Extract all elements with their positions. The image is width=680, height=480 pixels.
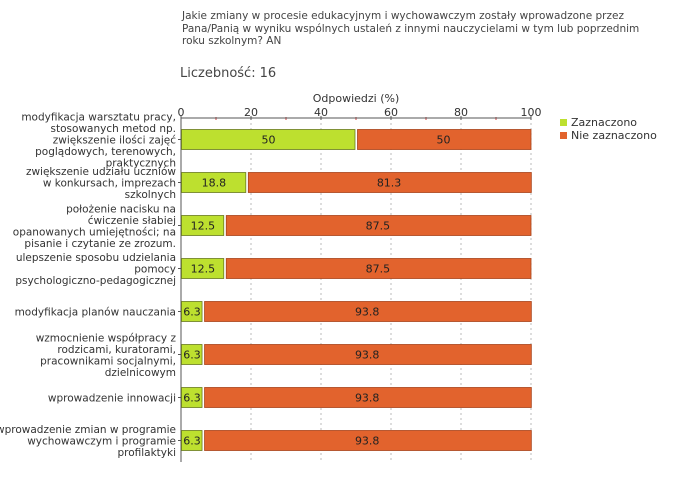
category-label-line: pisanie i czytanie ze zrozum.	[24, 238, 176, 250]
x-tick-label: 100	[521, 106, 542, 119]
category-label: modyfikacja planów nauczania	[15, 307, 176, 319]
category-label-line: dzielnicowym	[105, 367, 176, 379]
category-label-line: wprowadzenie zmian w programie	[0, 424, 176, 436]
category-label: wzmocnienie współpracy z rodzicami, kurat…	[36, 332, 177, 379]
category-label-line: wzmocnienie współpracy z	[36, 332, 177, 344]
data-label-selected: 12.5	[191, 263, 216, 276]
category-label-line: modyfikacja warsztatu pracy,	[21, 112, 176, 124]
bar-not-selected	[204, 387, 532, 408]
bar-selected	[181, 129, 356, 150]
sample-size: Liczebność: 16	[180, 66, 276, 81]
category-label: położenie nacisku na ćwiczenie słabiej opa…	[13, 203, 176, 250]
legend-swatch-not-selected	[560, 132, 567, 139]
legend-item-selected: Zaznaczono	[560, 116, 637, 129]
count-value: 16	[259, 66, 277, 81]
bar-selected	[181, 301, 203, 322]
category-label-line: poglądowych, terenowych,	[35, 146, 176, 158]
bar-not-selected	[204, 301, 532, 322]
x-tick-label: 20	[244, 106, 258, 119]
x-tick-label: 80	[454, 106, 468, 119]
bar-not-selected	[204, 430, 532, 451]
category-label-line: położenie nacisku na	[66, 203, 176, 215]
data-label-selected: 12.5	[191, 220, 216, 233]
category-label: ulepszenie sposobu udzielania pomocy psych…	[15, 252, 176, 287]
data-label-selected: 6.3	[183, 435, 201, 448]
bar-not-selected	[225, 258, 532, 279]
category-label-line: zwiększenie udziału uczniów	[26, 166, 176, 178]
data-label-selected: 50	[262, 134, 276, 147]
category-label-line: wprowadzenie innowacji	[48, 393, 176, 405]
data-label-selected: 18.8	[202, 177, 227, 190]
data-label-not-selected: 81.3	[377, 177, 402, 190]
data-label-not-selected: 93.8	[355, 435, 380, 448]
bar-selected	[181, 258, 225, 279]
bar-selected	[181, 215, 225, 236]
x-tick-label: 60	[384, 106, 398, 119]
category-label-line: praktycznych	[106, 158, 176, 170]
category-label-line: ulepszenie sposobu udzielania	[16, 252, 176, 264]
count-label: Liczebność:	[180, 66, 256, 81]
bar-selected	[181, 430, 203, 451]
question-text: Jakie zmiany w procesie edukacyjnym i wy…	[182, 10, 640, 47]
category-label-line: w konkursach, imprezach	[43, 178, 176, 190]
data-label-not-selected: 93.8	[355, 306, 380, 319]
category-label: wprowadzenie innowacji	[48, 393, 176, 405]
legend-label-not-selected: Nie zaznaczono	[571, 129, 657, 142]
category-label-line: pomocy	[134, 264, 176, 276]
data-label-selected: 6.3	[183, 306, 201, 319]
data-label-selected: 6.3	[183, 392, 201, 405]
category-label-line: pracownikami socjalnymi,	[40, 355, 176, 367]
x-tick-label: 40	[314, 106, 328, 119]
category-label-line: wychowawczym i programie	[27, 436, 176, 448]
category-label-line: szkolnych	[125, 189, 176, 201]
data-label-not-selected: 87.5	[366, 220, 391, 233]
x-tick-label: 0	[178, 106, 185, 119]
legend-label-selected: Zaznaczono	[571, 116, 638, 129]
category-label-line: profilaktyki	[117, 447, 176, 459]
bar-selected	[181, 387, 203, 408]
data-label-not-selected: 50	[437, 134, 451, 147]
category-label-line: zwiększenie ilości zajęć	[53, 135, 176, 147]
axis-title: Odpowiedzi (%)	[313, 92, 400, 105]
category-label: modyfikacja warsztatu pracy, stosowanych …	[21, 112, 176, 170]
bar-not-selected	[247, 172, 532, 193]
bar-selected	[181, 172, 247, 193]
data-label-selected: 6.3	[183, 349, 201, 362]
category-label: zwiększenie udziału uczniów w konkursach,…	[26, 166, 176, 201]
category-label-line: stosowanych metod np.	[51, 123, 176, 135]
bar-selected	[181, 344, 203, 365]
legend-item-not-selected: Nie zaznaczono	[560, 129, 657, 142]
data-label-not-selected: 93.8	[355, 349, 380, 362]
data-label-not-selected: 87.5	[366, 263, 391, 276]
bar-not-selected	[204, 344, 532, 365]
data-label-not-selected: 93.8	[355, 392, 380, 405]
category-label: wprowadzenie zmian w programie wychowawcz…	[0, 424, 176, 459]
bar-not-selected	[225, 215, 532, 236]
category-label-line: opanowanych umiejętności; na	[13, 226, 176, 238]
category-label-line: ćwiczenie słabiej	[88, 215, 176, 227]
category-label-line: modyfikacja planów nauczania	[15, 307, 176, 319]
category-label-line: rodzicami, kuratorami,	[57, 344, 176, 356]
bar-not-selected	[357, 129, 532, 150]
legend-swatch-selected	[560, 119, 567, 126]
category-label-line: psychologiczno-pedagogicznej	[15, 275, 176, 287]
